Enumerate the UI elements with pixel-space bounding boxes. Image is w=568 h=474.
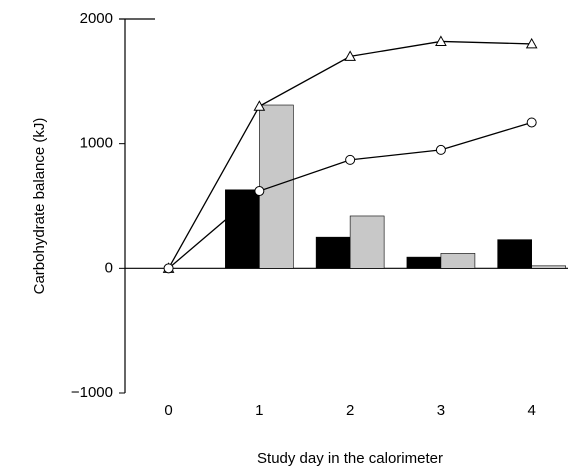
marker xyxy=(435,35,447,46)
bar xyxy=(259,104,294,269)
marker xyxy=(525,37,538,49)
x-tick-label: 4 xyxy=(528,402,536,419)
x-axis-label: Study day in the calorimeter xyxy=(257,450,443,467)
x-tick-label: 0 xyxy=(164,402,172,419)
marker xyxy=(163,263,174,274)
marker xyxy=(344,50,356,61)
x-tick-label: 3 xyxy=(437,402,445,419)
bar xyxy=(497,239,532,269)
marker xyxy=(254,186,265,197)
bar xyxy=(531,265,566,269)
bar xyxy=(406,256,442,269)
x-tick-label: 2 xyxy=(346,402,354,419)
bar xyxy=(225,189,260,269)
y-axis-label: Carbohydrate balance (kJ) xyxy=(31,118,48,295)
marker xyxy=(345,154,356,165)
bar xyxy=(440,253,476,269)
y-tick-label: 0 xyxy=(105,259,113,276)
x-tick-label: 1 xyxy=(255,402,263,419)
marker xyxy=(435,144,446,155)
y-tick-label: 1000 xyxy=(80,135,113,152)
bar xyxy=(349,215,385,269)
marker xyxy=(526,117,537,128)
y-tick-label: 2000 xyxy=(80,10,113,27)
bar xyxy=(315,236,351,269)
marker xyxy=(253,100,266,111)
y-tick-label: −1000 xyxy=(71,384,113,401)
